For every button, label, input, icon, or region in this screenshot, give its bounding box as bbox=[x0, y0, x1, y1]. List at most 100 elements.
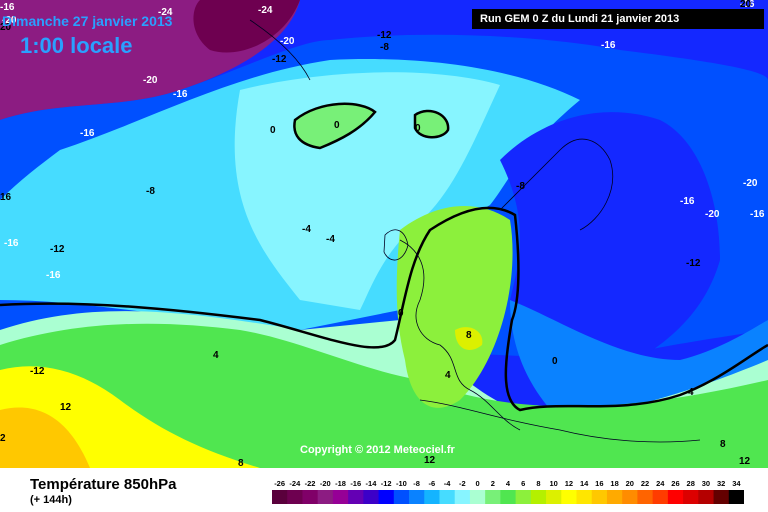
coastline-europe-west bbox=[399, 239, 521, 431]
isotherm-label: -12 bbox=[50, 244, 65, 255]
isotherm-label: 8 bbox=[720, 439, 726, 450]
isotherm-label: 8 bbox=[466, 330, 472, 341]
scale-swatch bbox=[652, 490, 669, 504]
scale-swatch bbox=[576, 490, 593, 504]
scale-label: 12 bbox=[565, 479, 573, 488]
scale-swatch bbox=[485, 490, 501, 504]
scale-label: 20 bbox=[626, 479, 634, 488]
scale-swatch bbox=[393, 490, 410, 504]
scale-label: 4 bbox=[506, 479, 511, 488]
scale-swatch bbox=[591, 490, 608, 504]
scale-swatch bbox=[667, 490, 684, 504]
scale-label: 22 bbox=[641, 479, 649, 488]
scale-label: -18 bbox=[335, 479, 346, 488]
scale-swatch bbox=[424, 490, 440, 504]
isotherm-labels: -16 -24 -24 -20 -20 -12 -12 -8 -16 -16 -20 -16 -16 -8… bbox=[0, 0, 765, 468]
scale-label: -2 bbox=[459, 479, 466, 488]
scale-label: 32 bbox=[717, 479, 725, 488]
coastline-mediterranean bbox=[419, 399, 701, 443]
scale-swatch bbox=[317, 490, 334, 504]
scale-swatch bbox=[515, 490, 532, 504]
scale-swatch bbox=[332, 490, 349, 504]
greenland-warm-blob bbox=[293, 102, 377, 150]
lead-time: (+ 144h) bbox=[30, 494, 72, 506]
isotherm-label: 16 bbox=[0, 192, 12, 203]
isotherm-label: -12 bbox=[686, 258, 701, 269]
isotherm-label: -16 bbox=[46, 270, 61, 281]
isotherm-label: -20 bbox=[705, 209, 720, 220]
scale-label: -8 bbox=[413, 479, 420, 488]
scale-label: -6 bbox=[429, 479, 436, 488]
scale-swatch bbox=[378, 490, 395, 504]
isotherm-label: 2 bbox=[0, 433, 6, 444]
coastline-british-isles bbox=[383, 229, 409, 261]
temperature-map: -16 -24 -24 -20 -20 -12 -12 -8 -16 -16 -20 -16 -16 -8… bbox=[0, 0, 768, 468]
scale-label: -24 bbox=[289, 479, 301, 488]
isotherm-label: -16 bbox=[0, 2, 15, 13]
isotherm-label: -24 bbox=[258, 5, 273, 16]
isotherm-label: 0 bbox=[552, 356, 558, 367]
isotherm-label: -20 bbox=[743, 178, 758, 189]
scale-label: 28 bbox=[687, 479, 695, 488]
isotherm-label: -16 bbox=[680, 196, 695, 207]
scale-swatch bbox=[439, 490, 456, 504]
isotherm-label: 4 bbox=[213, 350, 219, 361]
scale-label: -20 bbox=[320, 479, 331, 488]
isotherm-label: -16 bbox=[601, 40, 616, 51]
warm-south-inner bbox=[0, 323, 768, 468]
isotherm-label: 8 bbox=[238, 458, 244, 468]
scale-label: 2 bbox=[491, 479, 495, 488]
isotherm-label: -8 bbox=[146, 186, 155, 197]
scale-swatch bbox=[713, 490, 730, 504]
scale-swatch bbox=[530, 490, 547, 504]
scale-swatch bbox=[683, 490, 699, 504]
isotherm-label: 0 bbox=[415, 123, 421, 134]
scale-label: 10 bbox=[550, 479, 558, 488]
isotherm-label: -8 bbox=[516, 181, 525, 192]
scale-label: 18 bbox=[610, 479, 618, 488]
isotherm-label: -24 bbox=[158, 7, 173, 18]
iceland-warm-blob bbox=[413, 109, 450, 139]
europe-green-zone bbox=[396, 206, 513, 408]
isotherm-label: 0 bbox=[270, 125, 276, 136]
scale-swatch bbox=[698, 490, 715, 504]
scale-swatch bbox=[363, 490, 380, 504]
scale-label: 30 bbox=[702, 479, 710, 488]
isotherm-label: 12 bbox=[60, 402, 72, 413]
copyright-watermark: Copyright © 2012 Meteociel.fr bbox=[300, 444, 455, 456]
isotherm-label: -16 bbox=[740, 0, 755, 10]
arctic-core bbox=[193, 0, 300, 53]
isotherm-label: 0 bbox=[334, 120, 340, 131]
isotherm-label: 12 bbox=[739, 456, 751, 467]
coastline-scandinavia bbox=[499, 138, 614, 231]
scale-swatch bbox=[348, 490, 364, 504]
scale-swatch bbox=[454, 490, 471, 504]
color-scale: -26 -24 -22 -20 -18 -16 -14 -12 -10 -8 -6 -4 -2 0 2 4 6 8… bbox=[272, 479, 744, 504]
forecast-time: 1:00 locale bbox=[20, 33, 133, 58]
isotherm-label: -16 bbox=[750, 209, 765, 220]
scale-swatch bbox=[561, 490, 578, 504]
scale-label: -4 bbox=[444, 479, 451, 488]
scale-label: -12 bbox=[381, 479, 392, 488]
scale-label: 6 bbox=[521, 479, 525, 488]
isotherm-label: -12 bbox=[272, 54, 287, 65]
scandinavia-cold-area bbox=[500, 112, 720, 380]
parameter-title: Température 850hPa bbox=[30, 476, 177, 493]
scale-label: -16 bbox=[350, 479, 361, 488]
scale-label: 8 bbox=[536, 479, 540, 488]
scale-swatch bbox=[409, 490, 425, 504]
scale-label: 26 bbox=[671, 479, 679, 488]
forecast-date: Dimanche 27 janvier 2013 bbox=[2, 13, 173, 29]
scale-label: 24 bbox=[656, 479, 665, 488]
scale-swatch bbox=[272, 490, 288, 504]
africa-orange bbox=[0, 407, 90, 468]
scale-swatch bbox=[469, 490, 486, 504]
zero-isotherm bbox=[0, 206, 768, 412]
scale-label: 14 bbox=[580, 479, 589, 488]
isotherm-label: 12 bbox=[424, 455, 436, 466]
scale-swatch bbox=[287, 490, 303, 504]
isotherm-label: 20 bbox=[740, 0, 752, 10]
scale-label: -14 bbox=[366, 479, 378, 488]
isotherm-label: -20 bbox=[280, 36, 295, 47]
isotherm-label: -12 bbox=[377, 30, 392, 41]
